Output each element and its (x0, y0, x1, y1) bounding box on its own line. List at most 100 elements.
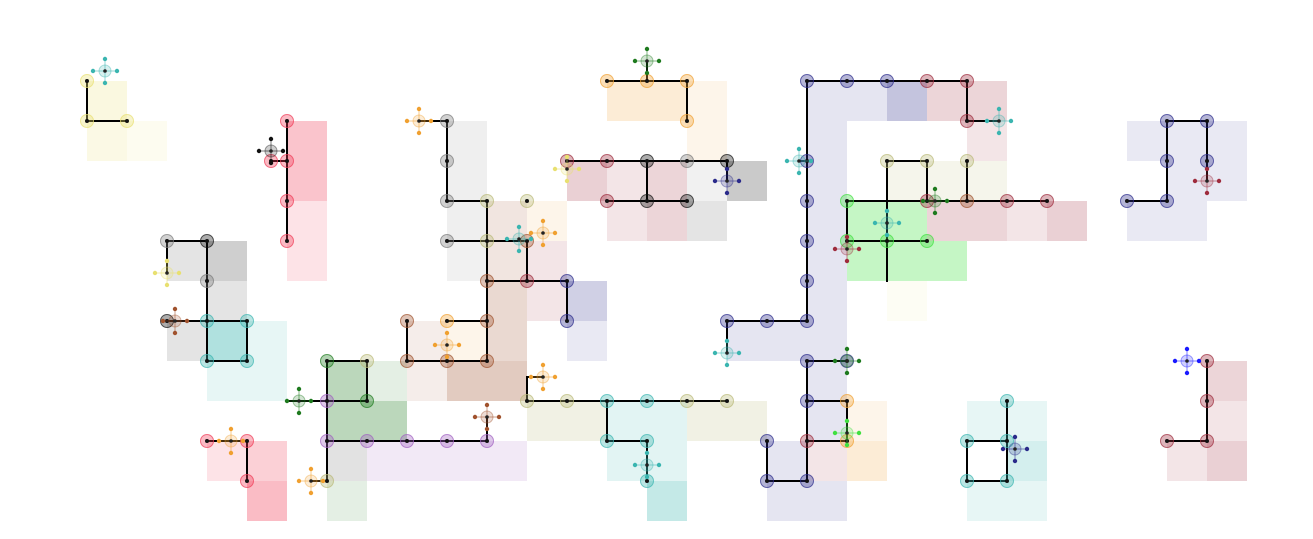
node-dot (205, 439, 209, 443)
sparkle-tip (164, 258, 170, 264)
sparkle-tip (164, 282, 170, 288)
sparkle-tip (724, 166, 730, 172)
path-node (200, 354, 214, 368)
path-node (680, 194, 694, 208)
sparkle-tip (280, 148, 286, 154)
shaded-cell (767, 321, 807, 361)
sparkle-tip (256, 148, 262, 154)
shaded-cell (807, 161, 847, 201)
node-dot (685, 399, 689, 403)
sparkle-tip (284, 398, 290, 404)
shaded-cell (1167, 201, 1207, 241)
sparkle-tip (844, 258, 850, 264)
node-dot (1205, 439, 1209, 443)
sparkle-tip (576, 166, 582, 172)
path-node (800, 354, 814, 368)
sparkle-center (725, 179, 729, 183)
node-dot (125, 119, 129, 123)
node-dot (805, 359, 809, 363)
sparkle-tip (736, 350, 742, 356)
node-dot (1165, 159, 1169, 163)
shaded-cell (487, 361, 527, 401)
path-node (640, 154, 654, 168)
path-node (960, 434, 974, 448)
path-node (200, 434, 214, 448)
node-dot (805, 399, 809, 403)
shaded-cell (207, 281, 247, 321)
node-dot (805, 479, 809, 483)
sparkle-tip (484, 402, 490, 408)
node-dot (685, 199, 689, 203)
node-dot (965, 159, 969, 163)
sparkle-marker (784, 146, 814, 176)
sparkle-tip (896, 220, 902, 226)
sparkle-tip (102, 56, 108, 62)
node-dot (765, 439, 769, 443)
node-dot (965, 199, 969, 203)
node-dot (245, 479, 249, 483)
path-node (960, 194, 974, 208)
shaded-cell (1007, 481, 1047, 521)
shaded-cell (687, 121, 727, 161)
node-dot (725, 399, 729, 403)
sparkle-marker (632, 450, 662, 480)
sparkle-center (485, 415, 489, 419)
node-dot (765, 479, 769, 483)
node-dot (1205, 119, 1209, 123)
sparkle-marker (712, 166, 742, 196)
path-node (480, 234, 494, 248)
path-node (840, 194, 854, 208)
path-node (440, 314, 454, 328)
sparkle-tip (984, 118, 990, 124)
path-node (520, 194, 534, 208)
sparkle-tip (102, 80, 108, 86)
path-node (640, 394, 654, 408)
path-node (600, 194, 614, 208)
path-node (440, 114, 454, 128)
path-node (760, 434, 774, 448)
node-dot (245, 319, 249, 323)
path-node (1160, 434, 1174, 448)
sparkle-center (517, 237, 521, 241)
shaded-cell (287, 241, 327, 281)
sparkle-tip (564, 154, 570, 160)
shaded-cell (487, 321, 527, 361)
shaded-cell (567, 281, 607, 321)
node-dot (405, 319, 409, 323)
sparkle-tip (856, 358, 862, 364)
sparkle-tip (172, 330, 178, 336)
node-dot (645, 479, 649, 483)
shaded-cell (287, 121, 327, 161)
shaded-cell (887, 81, 927, 121)
path-node (840, 394, 854, 408)
shaded-cell (807, 401, 847, 441)
sparkle-tip (516, 224, 522, 230)
node-dot (485, 439, 489, 443)
path-node (440, 194, 454, 208)
sparkle-tip (172, 306, 178, 312)
path-node (880, 74, 894, 88)
path-node (640, 434, 654, 448)
shaded-cell (207, 441, 247, 481)
sparkle-tip (308, 466, 314, 472)
shaded-cell (967, 121, 1007, 161)
sparkle-marker (1172, 346, 1202, 376)
path-node (1200, 434, 1214, 448)
path-node (160, 234, 174, 248)
sparkle-tip (724, 362, 730, 368)
sparkle-marker (632, 46, 662, 76)
sparkle-marker (528, 218, 558, 248)
shaded-cell (647, 401, 687, 441)
sparkle-tip (1172, 358, 1178, 364)
node-dot (565, 399, 569, 403)
node-dot (645, 439, 649, 443)
sparkle-marker (152, 258, 182, 288)
shaded-cell (807, 481, 847, 521)
sparkle-tip (540, 362, 546, 368)
shaded-cell (247, 321, 287, 361)
node-dot (485, 199, 489, 203)
sparkle-tip (1012, 434, 1018, 440)
path-node (440, 234, 454, 248)
shaded-cell (687, 81, 727, 121)
shaded-cell (247, 441, 287, 481)
